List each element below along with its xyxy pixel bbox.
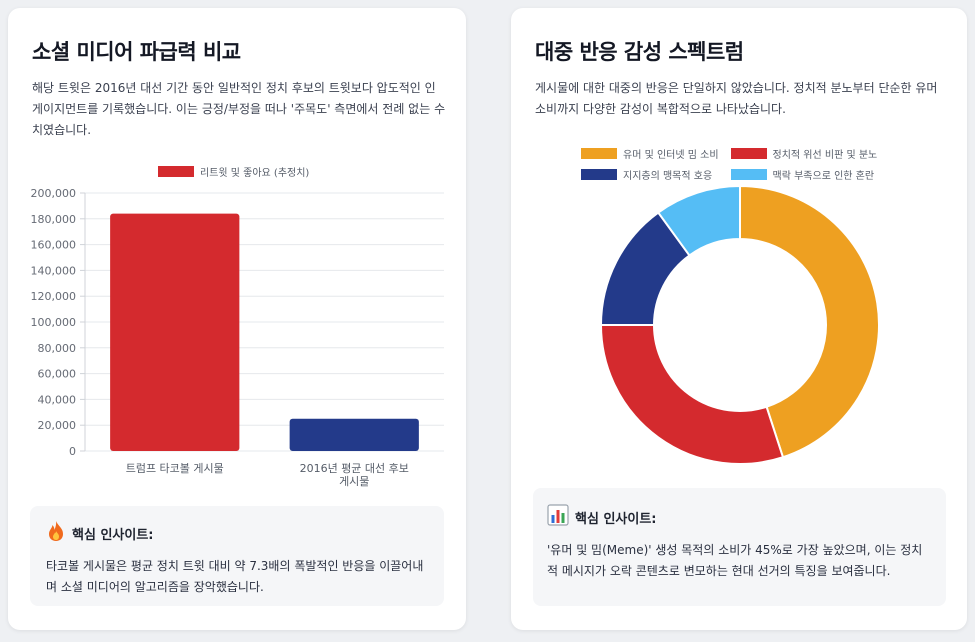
legend-item[interactable]: 유머 및 인터넷 밈 소비 (581, 146, 719, 161)
donut-legend: 유머 및 인터넷 밈 소비 정치적 위선 비판 및 분노 지지층의 맹목적 호응… (581, 146, 877, 182)
legend-label: 지지층의 맹목적 호응 (623, 171, 713, 182)
legend-swatch (730, 169, 767, 180)
y-tick-label: 180,000 (31, 213, 77, 226)
donut-slice (599, 324, 785, 465)
card-description: 게시물에 대한 대중의 반응은 단일하지 않았습니다. 정치적 분노부터 단순한… (535, 81, 938, 116)
fire-icon (46, 520, 66, 546)
y-tick-label: 140,000 (31, 264, 77, 277)
y-tick-label: 40,000 (38, 393, 77, 406)
donut-slice (656, 184, 741, 257)
card-description: 해당 트윗은 2016년 대선 기간 동안 일반적인 정치 후보의 트윗보다 압… (32, 81, 446, 137)
legend-label: 유머 및 인터넷 밈 소비 (623, 150, 719, 161)
social-impact-card: 소셜 미디어 파급력 비교 해당 트윗은 2016년 대선 기간 동안 일반적인… (8, 8, 466, 630)
x-tick-label: 트럼프 타코볼 게시물 (126, 462, 224, 475)
legend-item[interactable]: 지지층의 맹목적 호응 (581, 167, 719, 182)
card-title: 소셜 미디어 파급력 비교 (32, 40, 241, 64)
legend-label: 정치적 위선 비판 및 분노 (772, 150, 878, 161)
x-tick-label: 2016년 평균 대선 후보 (300, 462, 409, 475)
y-tick-label: 20,000 (38, 419, 77, 432)
donut-chart (599, 184, 880, 465)
insight-title: 핵심 인사이트: (575, 511, 657, 527)
insight-text: 타코볼 게시물은 평균 정치 트윗 대비 약 7.3배의 폭발적인 반응을 이끌… (46, 559, 424, 594)
card-title: 대중 반응 감성 스펙트럼 (535, 40, 744, 64)
y-tick-label: 100,000 (31, 316, 77, 329)
x-tick-label: 게시물 (339, 475, 369, 488)
insight-title: 핵심 인사이트: (72, 527, 154, 543)
y-tick-label: 160,000 (31, 239, 77, 252)
y-tick-label: 0 (69, 445, 76, 458)
insight-text: '유머 및 밈(Meme)' 생성 목적의 소비가 45%로 가장 높았으며, … (547, 543, 923, 578)
insight-box: 핵심 인사이트: 타코볼 게시물은 평균 정치 트윗 대비 약 7.3배의 폭발… (30, 506, 444, 606)
y-tick-label: 120,000 (31, 290, 77, 303)
bar-chart: 0 20,000 40,000 60,000 80,000 100,000 120,000 1… (31, 187, 444, 488)
bar (289, 418, 419, 451)
bar-legend[interactable]: 리트윗 및 좋아요 (추정치) (158, 164, 309, 179)
legend-label: 리트윗 및 좋아요 (추정치) (200, 168, 310, 179)
insight-box: 핵심 인사이트: '유머 및 밈(Meme)' 생성 목적의 소비가 45%로 … (533, 488, 946, 606)
bar (110, 213, 240, 451)
legend-swatch (158, 166, 194, 177)
donut-slice (739, 184, 880, 459)
sentiment-card: 대중 반응 감성 스펙트럼 게시물에 대한 대중의 반응은 단일하지 않았습니다… (511, 8, 967, 630)
legend-label: 맥락 부족으로 인한 혼란 (772, 171, 875, 182)
legend-item[interactable]: 맥락 부족으로 인한 혼란 (730, 167, 878, 182)
legend-item[interactable]: 정치적 위선 비판 및 분노 (730, 146, 878, 161)
bar-chart-icon (547, 504, 569, 530)
y-tick-label: 60,000 (38, 368, 77, 381)
y-tick-label: 200,000 (31, 187, 77, 200)
y-tick-label: 80,000 (38, 342, 77, 355)
legend-swatch (581, 148, 617, 159)
legend-swatch (581, 169, 617, 180)
legend-swatch (730, 148, 767, 159)
